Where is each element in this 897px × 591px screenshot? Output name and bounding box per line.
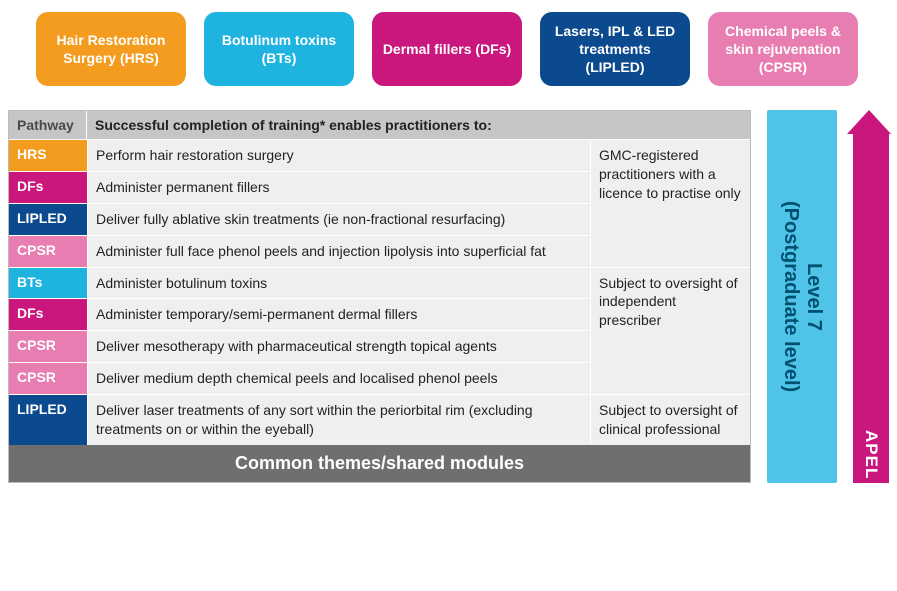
requirement-group: HRSPerform hair restoration surgeryDFsAd…: [9, 139, 750, 267]
table-footer: Common themes/shared modules: [9, 445, 750, 482]
pathway-description: Perform hair restoration surgery: [87, 140, 590, 171]
group-rows: LIPLEDDeliver laser treatments of any so…: [9, 395, 590, 445]
pathway-code: CPSR: [9, 331, 87, 362]
pathway-box-chemical-peels-skin-rejuvenation-cpsr-: Chemical peels & skin rejuvenation (CPSR…: [708, 12, 858, 86]
group-requirement-note: Subject to oversight of independent pres…: [590, 268, 750, 395]
requirement-group: BTsAdminister botulinum toxinsDFsAdminis…: [9, 267, 750, 395]
group-requirement-note: Subject to oversight of clinical profess…: [590, 395, 750, 445]
pathway-description: Deliver mesotherapy with pharmaceutical …: [87, 331, 590, 362]
table-row: BTsAdminister botulinum toxins: [9, 268, 590, 299]
header-description: Successful completion of training* enabl…: [87, 111, 750, 139]
arrow-shaft: APEL: [853, 134, 889, 483]
level-7-panel: Level 7 (Postgraduate level): [767, 110, 837, 483]
pathway-description: Deliver medium depth chemical peels and …: [87, 363, 590, 394]
arrow-head-icon: [847, 110, 891, 134]
table-row: CPSRDeliver mesotherapy with pharmaceuti…: [9, 330, 590, 362]
pathway-description: Administer full face phenol peels and in…: [87, 236, 590, 267]
table-row: LIPLEDDeliver fully ablative skin treatm…: [9, 203, 590, 235]
pathway-box-lasers-ipl-led-treatments-lipled-: Lasers, IPL & LED treatments (LIPLED): [540, 12, 690, 86]
table-row: CPSRDeliver medium depth chemical peels …: [9, 362, 590, 394]
level-label: Level 7 (Postgraduate level): [779, 201, 825, 392]
apel-arrow: APEL: [853, 110, 889, 483]
group-rows: HRSPerform hair restoration surgeryDFsAd…: [9, 140, 590, 267]
main-content-row: Pathway Successful completion of trainin…: [8, 110, 889, 483]
header-pathway: Pathway: [9, 111, 87, 139]
table-row: DFsAdminister temporary/semi-permanent d…: [9, 298, 590, 330]
table-row: LIPLEDDeliver laser treatments of any so…: [9, 395, 590, 445]
pathway-code: HRS: [9, 140, 87, 171]
table-row: CPSRAdminister full face phenol peels an…: [9, 235, 590, 267]
pathway-code: CPSR: [9, 363, 87, 394]
pathway-box-hair-restoration-surgery-hrs-: Hair Restoration Surgery (HRS): [36, 12, 186, 86]
pathway-code: DFs: [9, 299, 87, 330]
pathway-box-dermal-fillers-dfs-: Dermal fillers (DFs): [372, 12, 522, 86]
group-rows: BTsAdminister botulinum toxinsDFsAdminis…: [9, 268, 590, 395]
pathway-description: Deliver laser treatments of any sort wit…: [87, 395, 590, 445]
training-pathway-table: Pathway Successful completion of trainin…: [8, 110, 751, 483]
pathway-description: Administer botulinum toxins: [87, 268, 590, 299]
pathway-description: Administer temporary/semi-permanent derm…: [87, 299, 590, 330]
pathway-description: Deliver fully ablative skin treatments (…: [87, 204, 590, 235]
group-requirement-note: GMC-registered practitioners with a lice…: [590, 140, 750, 267]
pathway-code: LIPLED: [9, 395, 87, 445]
table-row: DFsAdminister permanent fillers: [9, 171, 590, 203]
pathway-code: LIPLED: [9, 204, 87, 235]
pathway-code: BTs: [9, 268, 87, 299]
pathway-category-boxes: Hair Restoration Surgery (HRS)Botulinum …: [36, 12, 889, 86]
table-row: HRSPerform hair restoration surgery: [9, 140, 590, 171]
pathway-description: Administer permanent fillers: [87, 172, 590, 203]
table-header: Pathway Successful completion of trainin…: [9, 111, 750, 139]
pathway-box-botulinum-toxins-bts-: Botulinum toxins (BTs): [204, 12, 354, 86]
requirement-group: LIPLEDDeliver laser treatments of any so…: [9, 394, 750, 445]
pathway-code: DFs: [9, 172, 87, 203]
table-body: HRSPerform hair restoration surgeryDFsAd…: [9, 139, 750, 445]
pathway-code: CPSR: [9, 236, 87, 267]
arrow-label: APEL: [861, 430, 881, 483]
